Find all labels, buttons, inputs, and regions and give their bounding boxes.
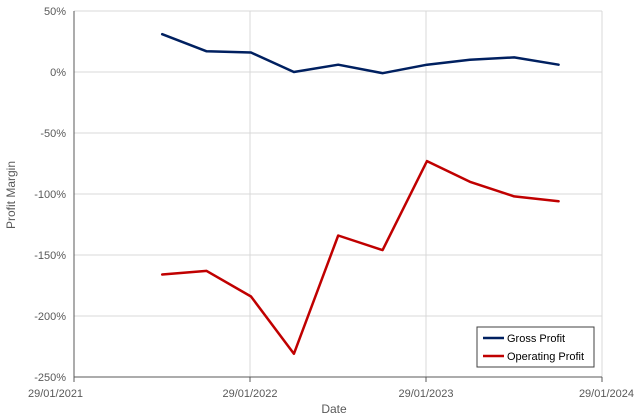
y-axis-title: Profit Margin xyxy=(4,161,18,229)
x-tick-label: 29/01/2022 xyxy=(222,388,277,400)
y-tick-label: 50% xyxy=(44,6,66,18)
legend: Gross Profit Operating Profit xyxy=(476,326,595,368)
x-tick-label: 29/01/2021 xyxy=(28,388,83,400)
legend-label: Gross Profit xyxy=(507,333,565,345)
x-tick-label: 29/01/2023 xyxy=(398,388,453,400)
legend-box xyxy=(476,326,595,368)
y-tick-label: -100% xyxy=(34,189,66,201)
series-line-gross-profit xyxy=(160,32,560,75)
axes xyxy=(73,11,603,382)
legend-label: Operating Profit xyxy=(507,351,584,363)
tick-labels: 50% 0% -50% -100% -150% -200% -250% 29/01/2021 2… xyxy=(28,6,634,400)
series-line-operating-profit xyxy=(160,159,560,356)
y-tick-label: -150% xyxy=(34,250,66,262)
y-tick-label: 0% xyxy=(50,67,66,79)
series-lines xyxy=(160,32,560,356)
y-tick-label: -200% xyxy=(34,311,66,323)
y-tick-label: -50% xyxy=(40,128,66,140)
x-tick-label: 29/01/2024 xyxy=(579,388,634,400)
y-tick-label: -250% xyxy=(34,372,66,384)
x-axis-title: Date xyxy=(321,402,347,416)
